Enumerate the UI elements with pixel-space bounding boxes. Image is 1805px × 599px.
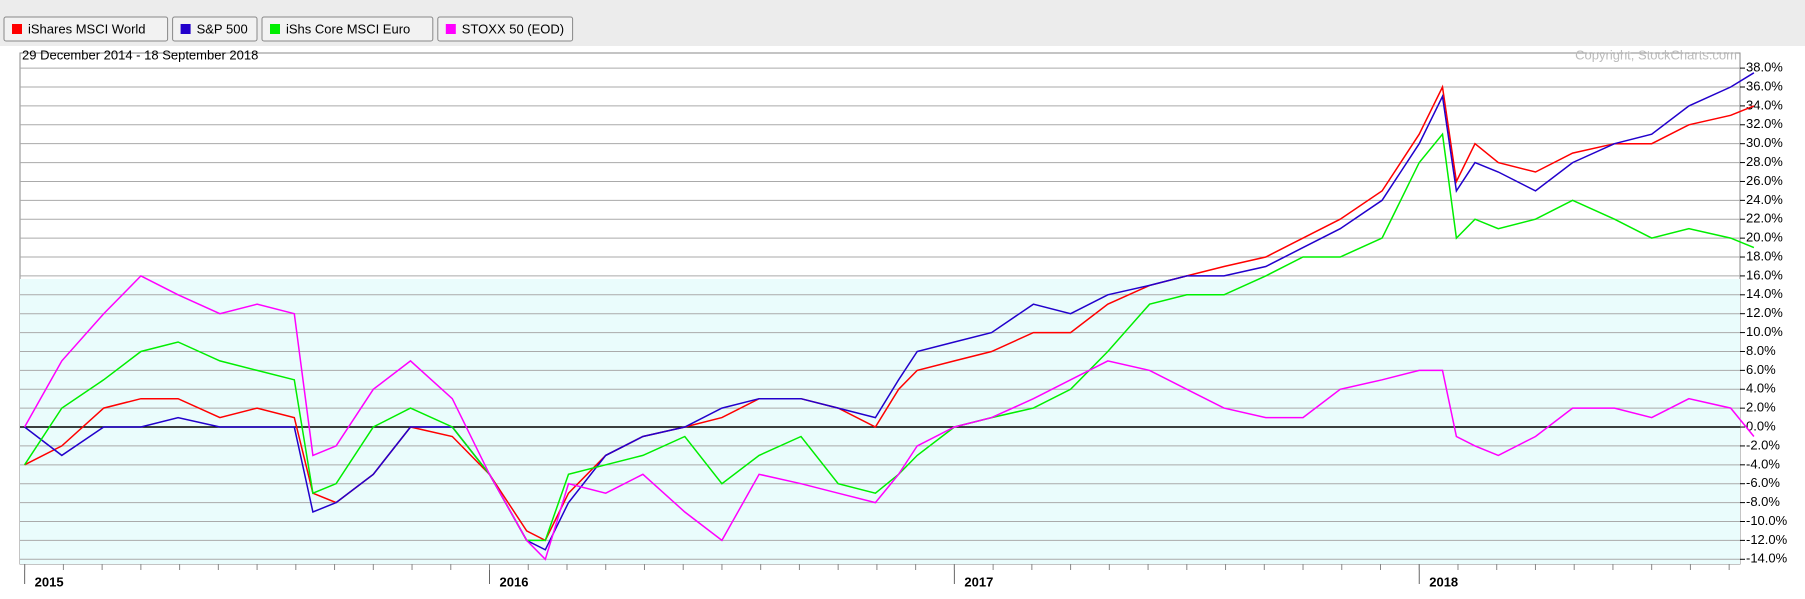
y-tick-label: -8.0% bbox=[1746, 494, 1780, 509]
subtitle: 29 December 2014 - 18 September 2018 bbox=[22, 47, 258, 62]
legend-item[interactable]: iShares MSCI World bbox=[3, 16, 169, 42]
x-tick-label: 2018 bbox=[1429, 574, 1458, 589]
legend-button bbox=[261, 16, 434, 42]
legend-swatch bbox=[12, 24, 22, 34]
series-line bbox=[24, 72, 1755, 551]
legend-item[interactable]: iShs Core MSCI Euro bbox=[261, 16, 434, 42]
y-tick-label: 16.0% bbox=[1746, 267, 1783, 282]
y-tick-label: 34.0% bbox=[1746, 97, 1783, 112]
series-line bbox=[23, 274, 1755, 561]
legend-label: S&P 500 bbox=[197, 21, 248, 36]
legend-button bbox=[437, 16, 574, 42]
y-tick-label: 8.0% bbox=[1746, 343, 1776, 358]
legend-button bbox=[3, 16, 169, 42]
legend-label: STOXX 50 (EOD) bbox=[462, 21, 564, 36]
y-tick-label: 22.0% bbox=[1746, 211, 1783, 226]
y-tick-label: 14.0% bbox=[1746, 286, 1783, 301]
x-tick-label: 2017 bbox=[964, 574, 993, 589]
y-tick-label: 12.0% bbox=[1746, 305, 1783, 320]
y-tick-label: 28.0% bbox=[1746, 154, 1783, 169]
legend-swatch bbox=[270, 24, 280, 34]
legend-swatch bbox=[180, 24, 191, 34]
y-tick-label: -12.0% bbox=[1746, 532, 1788, 547]
y-tick-label: 0.0% bbox=[1746, 418, 1776, 433]
y-tick-label: 24.0% bbox=[1746, 192, 1783, 207]
y-tick-label: 18.0% bbox=[1746, 248, 1783, 263]
y-tick-label: 36.0% bbox=[1746, 78, 1783, 93]
legend-button bbox=[172, 16, 258, 42]
legend-label: iShares MSCI World bbox=[28, 21, 146, 36]
y-tick-label: 20.0% bbox=[1746, 230, 1783, 245]
y-tick-label: 10.0% bbox=[1746, 324, 1783, 339]
legend: iShares MSCI World S&P 500 iShs Core MSCI … bbox=[3, 16, 574, 42]
y-tick-label: -4.0% bbox=[1746, 456, 1780, 471]
y-tick-label: -2.0% bbox=[1746, 437, 1780, 452]
y-tick-label: 6.0% bbox=[1746, 362, 1776, 377]
y-tick-label: 26.0% bbox=[1746, 173, 1783, 188]
y-tick-label: -14.0% bbox=[1746, 551, 1788, 566]
y-tick-label: 38.0% bbox=[1746, 60, 1783, 75]
x-tick-label: 2016 bbox=[500, 574, 529, 589]
x-tick-label: 2015 bbox=[35, 574, 64, 589]
y-tick-label: 32.0% bbox=[1746, 116, 1783, 131]
series-line bbox=[24, 84, 1755, 542]
y-tick-label: -10.0% bbox=[1746, 513, 1788, 528]
legend-swatch bbox=[445, 24, 456, 34]
legend-item[interactable]: STOXX 50 (EOD) bbox=[437, 16, 574, 42]
legend-label: iShs Core MSCI Euro bbox=[286, 21, 410, 36]
copyright: Copyright, StockCharts.com bbox=[1575, 47, 1737, 62]
legend-item[interactable]: S&P 500 bbox=[172, 16, 258, 42]
y-tick-label: -6.0% bbox=[1746, 475, 1780, 490]
y-tick-label: 2.0% bbox=[1746, 400, 1776, 415]
y-tick-label: 30.0% bbox=[1746, 135, 1783, 150]
y-tick-label: 4.0% bbox=[1746, 381, 1776, 396]
